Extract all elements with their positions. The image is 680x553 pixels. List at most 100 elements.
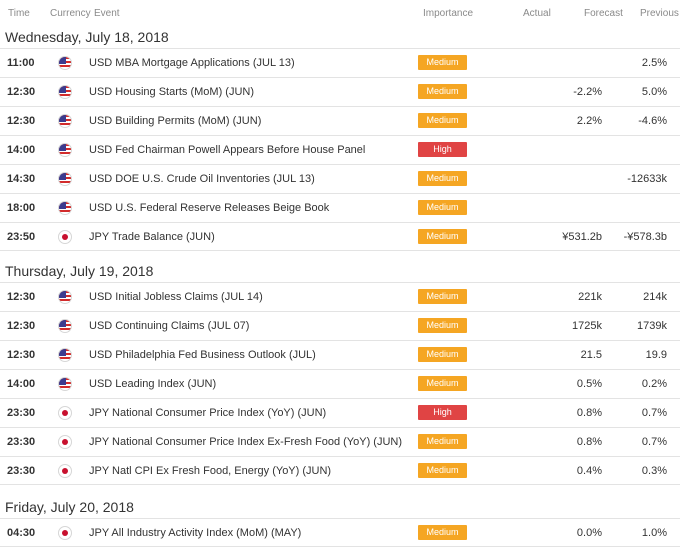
forecast-value: 2.2% xyxy=(576,115,602,127)
previous-value: 0.7% xyxy=(641,407,667,419)
previous-value: 214k xyxy=(643,291,667,303)
column-header-previous: Previous xyxy=(640,8,679,19)
day-heading: Friday, July 20, 2018 xyxy=(0,492,680,522)
previous-value: 5.0% xyxy=(641,86,667,98)
forecast-value: 0.5% xyxy=(576,378,602,390)
us-flag-icon xyxy=(58,85,72,99)
event-name[interactable]: JPY Natl CPI Ex Fresh Food, Energy (YoY)… xyxy=(89,465,332,477)
event-name[interactable]: USD Housing Starts (MoM) (JUN) xyxy=(89,86,255,98)
event-time: 11:00 xyxy=(7,57,35,69)
us-flag-icon xyxy=(58,114,72,128)
importance-badge: Medium xyxy=(418,171,467,186)
event-name[interactable]: USD Continuing Claims (JUL 07) xyxy=(89,320,250,332)
importance-badge: Medium xyxy=(418,200,467,215)
event-row[interactable]: 14:00 USD Leading Index (JUN) Medium 0.5% 0.… xyxy=(0,369,680,398)
event-name[interactable]: JPY National Consumer Price Index (YoY) … xyxy=(89,407,327,419)
day-heading-label: Friday, July 20, 2018 xyxy=(5,499,134,515)
event-time: 12:30 xyxy=(7,86,36,98)
event-time: 14:00 xyxy=(7,378,36,390)
event-row[interactable]: 12:30 USD Continuing Claims (JUL 07) Mediu… xyxy=(0,311,680,340)
event-time: 14:30 xyxy=(7,173,36,185)
event-row[interactable]: 23:30 JPY National Consumer Price Index (… xyxy=(0,398,680,427)
forecast-value: 0.0% xyxy=(576,527,602,539)
event-name[interactable]: JPY National Consumer Price Index Ex-Fre… xyxy=(89,436,403,448)
importance-badge: Medium xyxy=(418,289,467,304)
forecast-value: 0.8% xyxy=(576,407,602,419)
us-flag-icon xyxy=(58,172,72,186)
previous-value: 2.5% xyxy=(641,57,667,69)
column-header-actual: Actual xyxy=(523,8,551,19)
column-header-importance: Importance xyxy=(423,8,474,19)
previous-value: 0.2% xyxy=(641,378,667,390)
us-flag-icon xyxy=(58,201,72,215)
day-heading: Wednesday, July 18, 2018 xyxy=(0,22,680,52)
importance-badge: Medium xyxy=(418,525,467,540)
forecast-value: -2.2% xyxy=(573,86,602,98)
event-name[interactable]: JPY Trade Balance (JUN) xyxy=(89,231,215,243)
event-row[interactable]: 14:30 USD DOE U.S. Crude Oil Inventories … xyxy=(0,164,680,193)
previous-value: 1.0% xyxy=(641,527,667,539)
column-header-forecast: Forecast xyxy=(584,8,623,19)
japan-flag-icon xyxy=(58,406,72,420)
column-header-time: Time xyxy=(8,8,30,19)
importance-badge: Medium xyxy=(418,463,467,478)
event-row[interactable]: 14:00 USD Fed Chairman Powell Appears Bef… xyxy=(0,135,680,164)
forecast-value: 0.8% xyxy=(576,436,602,448)
column-header: Time Currency Event Importance Actual Fo… xyxy=(0,0,680,24)
japan-flag-icon xyxy=(58,464,72,478)
event-name[interactable]: USD Fed Chairman Powell Appears Before H… xyxy=(89,144,366,156)
us-flag-icon xyxy=(58,377,72,391)
japan-flag-icon xyxy=(58,230,72,244)
us-flag-icon xyxy=(58,290,72,304)
importance-badge: Medium xyxy=(418,318,467,333)
importance-badge: Medium xyxy=(418,347,467,362)
previous-value: -¥578.3b xyxy=(623,231,667,243)
event-row[interactable]: 12:30 USD Building Permits (MoM) (JUN) Med… xyxy=(0,106,680,135)
importance-badge: Medium xyxy=(418,113,467,128)
event-name[interactable]: USD MBA Mortgage Applications (JUL 13) xyxy=(89,57,295,69)
event-row[interactable]: 18:00 USD U.S. Federal Reserve Releases B… xyxy=(0,193,680,222)
previous-value: 0.3% xyxy=(641,465,667,477)
us-flag-icon xyxy=(58,319,72,333)
us-flag-icon xyxy=(58,56,72,70)
importance-badge: Medium xyxy=(418,84,467,99)
japan-flag-icon xyxy=(58,526,72,540)
event-name[interactable]: USD Initial Jobless Claims (JUL 14) xyxy=(89,291,263,303)
event-name[interactable]: USD Building Permits (MoM) (JUN) xyxy=(89,115,262,127)
day-heading-label: Wednesday, July 18, 2018 xyxy=(5,29,169,45)
event-row[interactable]: 12:30 USD Housing Starts (MoM) (JUN) Mediu… xyxy=(0,77,680,106)
event-row[interactable]: 04:30 JPY All Industry Activity Index (Mo… xyxy=(0,518,680,547)
event-time: 12:30 xyxy=(7,320,36,332)
japan-flag-icon xyxy=(58,435,72,449)
event-name[interactable]: JPY All Industry Activity Index (MoM) (M… xyxy=(89,527,302,539)
importance-badge: High xyxy=(418,142,467,157)
event-row[interactable]: 12:30 USD Initial Jobless Claims (JUL 14)… xyxy=(0,282,680,311)
event-row[interactable]: 11:00 USD MBA Mortgage Applications (JUL … xyxy=(0,48,680,77)
event-row[interactable]: 12:30 USD Philadelphia Fed Business Outlo… xyxy=(0,340,680,369)
forecast-value: 21.5 xyxy=(580,349,602,361)
previous-value: 0.7% xyxy=(641,436,667,448)
event-time: 04:30 xyxy=(7,527,36,539)
event-time: 14:00 xyxy=(7,144,36,156)
us-flag-icon xyxy=(58,143,72,157)
importance-badge: High xyxy=(418,405,467,420)
event-name[interactable]: USD Philadelphia Fed Business Outlook (J… xyxy=(89,349,316,361)
importance-badge: Medium xyxy=(418,55,467,70)
event-time: 12:30 xyxy=(7,291,36,303)
column-header-event: Event xyxy=(94,8,120,19)
day-heading: Thursday, July 19, 2018 xyxy=(0,256,680,286)
event-row[interactable]: 23:30 JPY Natl CPI Ex Fresh Food, Energy … xyxy=(0,456,680,485)
event-row[interactable]: 23:30 JPY National Consumer Price Index E… xyxy=(0,427,680,456)
event-time: 23:30 xyxy=(7,436,36,448)
event-name[interactable]: USD U.S. Federal Reserve Releases Beige … xyxy=(89,202,330,214)
forecast-value: ¥531.2b xyxy=(562,231,602,243)
forecast-value: 221k xyxy=(578,291,602,303)
event-time: 18:00 xyxy=(7,202,36,214)
forecast-value: 0.4% xyxy=(576,465,602,477)
event-time: 23:30 xyxy=(7,407,36,419)
previous-value: -12633k xyxy=(627,173,667,185)
us-flag-icon xyxy=(58,348,72,362)
event-name[interactable]: USD Leading Index (JUN) xyxy=(89,378,217,390)
event-row[interactable]: 23:50 JPY Trade Balance (JUN) Medium ¥531.2… xyxy=(0,222,680,251)
event-name[interactable]: USD DOE U.S. Crude Oil Inventories (JUL … xyxy=(89,173,315,185)
